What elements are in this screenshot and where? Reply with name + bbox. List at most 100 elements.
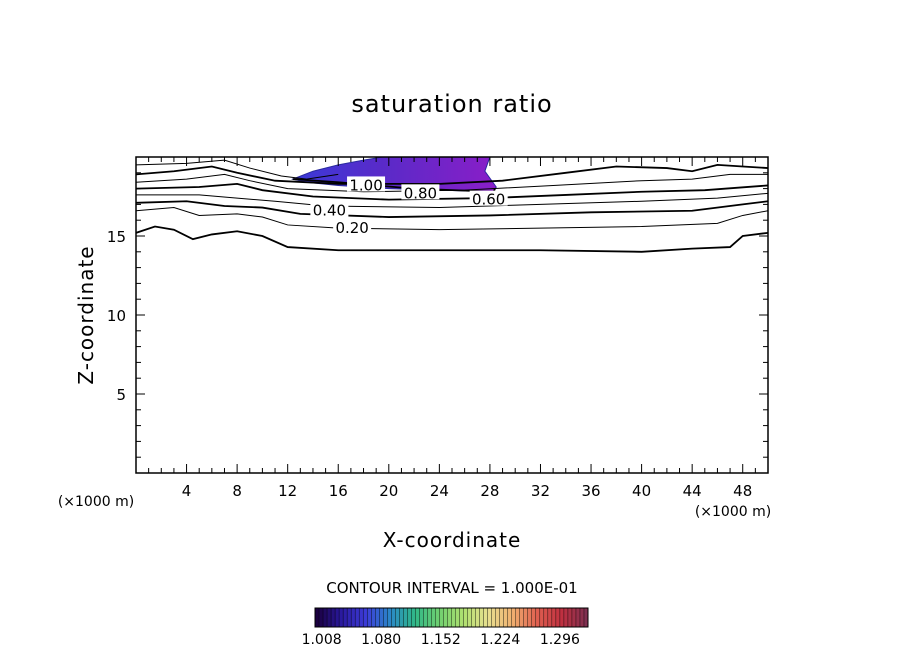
colorbar-cell-20 — [395, 607, 400, 628]
colorbar-cell-44 — [491, 607, 497, 628]
colorbar-cell-2 — [322, 607, 328, 628]
colorbar-cell-37 — [463, 607, 469, 628]
colorbar-cell-26 — [419, 607, 424, 628]
colorbar-cell-43 — [487, 607, 493, 628]
contour-label-bg-4 — [333, 219, 372, 235]
colorbar-cell-41 — [479, 607, 485, 628]
colorbar-label-0: 1.008 — [302, 632, 342, 648]
contour-line-6 — [136, 163, 768, 185]
colorbar-cell-30 — [435, 607, 440, 628]
plot-area: 1.00 0.80 0.60 0.400.20 — [136, 157, 768, 253]
contour-label-bg-2 — [469, 190, 508, 206]
colorbar-cell-11 — [358, 607, 364, 628]
colorbar-cell-55 — [535, 607, 541, 628]
colorbar-cell-31 — [439, 607, 444, 628]
y-tick-label-5: 5 — [116, 386, 126, 404]
colorbar-cell-62 — [563, 607, 569, 628]
colorbar-cell-63 — [567, 607, 573, 628]
colorbar-cell-50 — [515, 607, 521, 628]
colorbar-cell-42 — [483, 607, 489, 628]
contour-label-3: 0.40 — [313, 202, 346, 220]
colorbar-cell-19 — [391, 607, 396, 628]
colorbar-cell-14 — [371, 607, 376, 628]
colorbar — [314, 607, 589, 628]
y-tick-label-10: 10 — [107, 307, 126, 325]
x-tick-label-4: 4 — [182, 482, 192, 500]
contour-label-bg-1 — [401, 184, 440, 200]
colorbar-cell-0 — [314, 607, 320, 628]
colorbar-cell-47 — [503, 607, 509, 628]
colorbar-cell-59 — [551, 607, 557, 628]
colorbar-label-2: 1.152 — [421, 632, 461, 648]
x-tick-label-48: 48 — [733, 482, 752, 500]
colorbar-cell-52 — [523, 607, 529, 628]
contour-label-2: 0.60 — [472, 191, 505, 209]
colorbar-cell-17 — [383, 607, 388, 628]
x-tick-label-28: 28 — [480, 482, 499, 500]
colorbar-cell-38 — [467, 607, 473, 628]
colorbar-cell-23 — [407, 607, 412, 628]
contour-interval-text: CONTOUR INTERVAL = 1.000E-01 — [326, 579, 577, 597]
colorbar-cell-34 — [451, 607, 457, 628]
colorbar-cell-46 — [499, 607, 505, 628]
colorbar-tick-labels: 1.008 1.080 1.152 1.224 1.296 — [302, 632, 580, 648]
colorbar-cell-7 — [342, 607, 348, 628]
contour-label-bg-3 — [310, 201, 349, 217]
x-unit-left: (×1000 m) — [58, 494, 134, 510]
colorbar-cell-39 — [471, 607, 477, 628]
contour-label-0: 1.00 — [349, 176, 382, 194]
colorbar-cell-12 — [362, 607, 368, 628]
colorbar-cell-28 — [427, 607, 432, 628]
contour-line-2 — [136, 200, 768, 218]
colorbar-cell-27 — [423, 607, 428, 628]
x-tick-label-44: 44 — [683, 482, 702, 500]
colorbar-cell-21 — [399, 607, 404, 628]
colorbar-cell-10 — [354, 607, 360, 628]
colorbar-cell-45 — [495, 607, 501, 628]
contour-label-4: 0.20 — [335, 219, 368, 237]
colorbar-cell-4 — [330, 607, 336, 628]
colorbar-cell-3 — [326, 607, 332, 628]
colorbar-cell-18 — [387, 607, 392, 628]
colorbar-label-3: 1.224 — [480, 632, 520, 648]
x-axis-label: X-coordinate — [383, 528, 522, 552]
contour-line-4 — [136, 182, 768, 201]
colorbar-cell-54 — [531, 607, 537, 628]
contour-label-bg-0 — [347, 176, 386, 192]
x-tick-label-24: 24 — [430, 482, 449, 500]
colorbar-cell-9 — [350, 607, 356, 628]
colorbar-cell-56 — [539, 607, 545, 628]
x-axis-ticks: 4 8 12 16 20 24 28 32 36 40 44 48 — [148, 157, 756, 500]
y-axis-ticks: 5 10 15 — [107, 172, 768, 458]
colorbar-cell-49 — [511, 607, 517, 628]
plot-frame — [135, 156, 769, 474]
colorbar-cell-25 — [415, 607, 420, 628]
colorbar-cell-1 — [318, 607, 324, 628]
colorbar-cell-48 — [507, 607, 513, 628]
x-unit-right: (×1000 m) — [695, 504, 771, 520]
colorbar-label-1: 1.080 — [361, 632, 401, 648]
contour-line-0 — [136, 225, 768, 253]
colorbar-cell-36 — [459, 607, 465, 628]
colorbar-cell-32 — [443, 607, 448, 628]
colorbar-cell-5 — [334, 607, 340, 628]
colorbar-cell-35 — [455, 607, 461, 628]
y-axis-label: Z-coordinate — [74, 245, 98, 384]
x-tick-label-8: 8 — [232, 482, 242, 500]
x-tick-label-16: 16 — [329, 482, 348, 500]
colorbar-cell-58 — [547, 607, 553, 628]
colorbar-cell-53 — [527, 607, 533, 628]
colorbar-cell-8 — [346, 607, 352, 628]
colorbar-cell-40 — [475, 607, 481, 628]
colorbar-cell-61 — [559, 607, 565, 628]
colorbar-cell-64 — [571, 607, 577, 628]
contour-labels: 1.00 0.80 0.60 0.400.20 — [310, 176, 508, 237]
chart-title: saturation ratio — [351, 90, 552, 118]
colorbar-cell-57 — [543, 607, 549, 628]
x-tick-label-32: 32 — [531, 482, 550, 500]
contour-line-3 — [136, 192, 768, 209]
colorbar-cell-51 — [519, 607, 525, 628]
colorbar-cell-65 — [575, 607, 581, 628]
x-tick-label-40: 40 — [632, 482, 651, 500]
